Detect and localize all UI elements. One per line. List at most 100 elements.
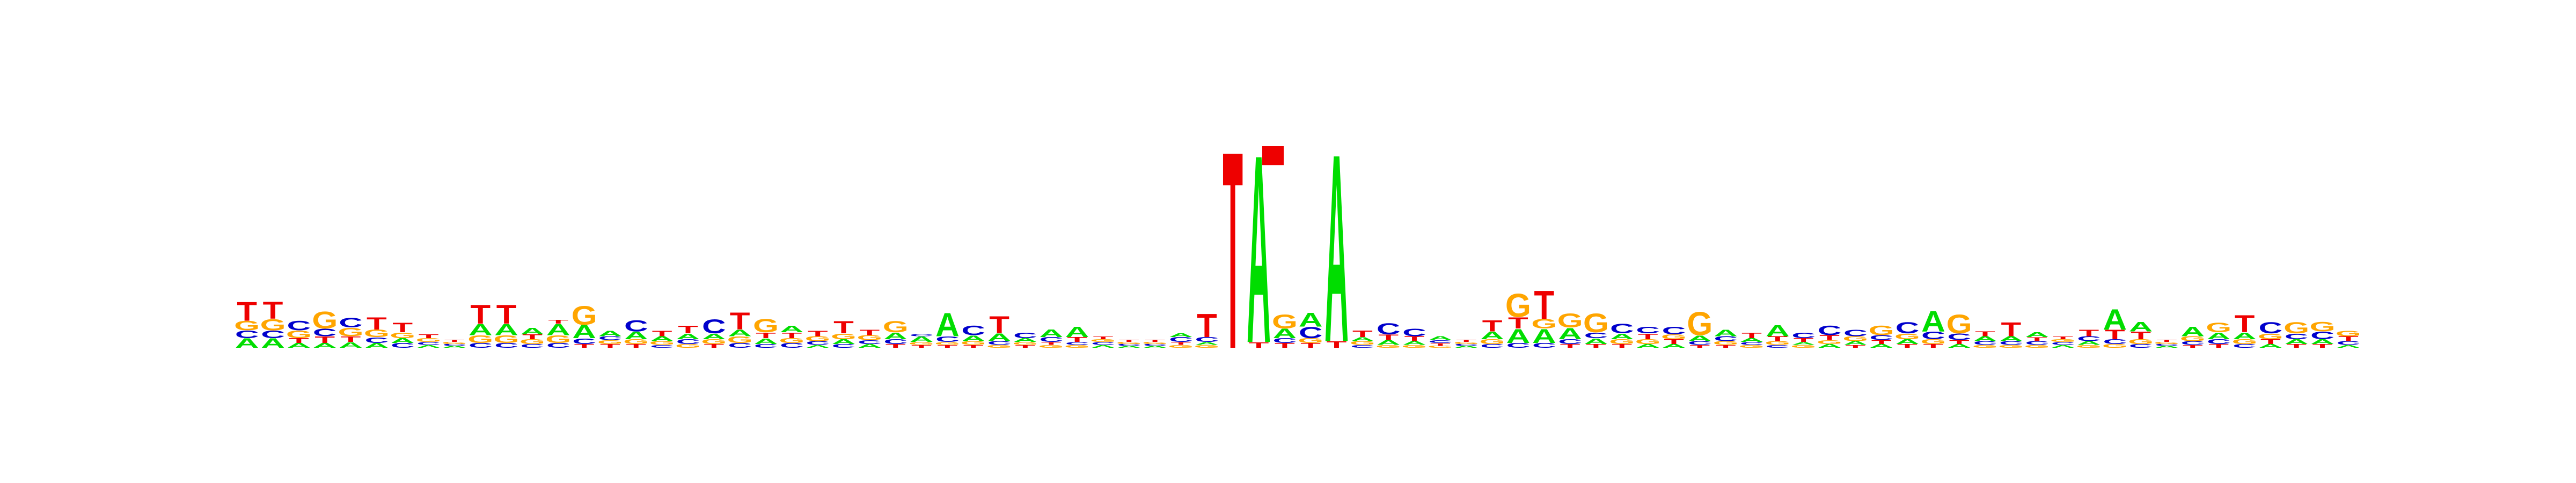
logo-letter-a: A bbox=[235, 335, 259, 350]
logo-letter-c: C bbox=[598, 335, 623, 341]
logo-letter-t: T bbox=[1716, 344, 1736, 348]
logo-letter-t: T bbox=[911, 344, 932, 348]
logo-letter-g: G bbox=[2154, 341, 2179, 345]
logo-letter-g: G bbox=[260, 316, 286, 334]
logo-letter-g: G bbox=[1842, 335, 1868, 342]
logo-letter-t: T bbox=[574, 343, 595, 349]
logo-letter-g: G bbox=[1920, 338, 1946, 346]
logo-letter-a: A bbox=[2337, 344, 2361, 348]
logo-letter-c: C bbox=[469, 342, 493, 349]
logo-letter-g: G bbox=[1972, 344, 1998, 348]
logo-letter-a: A bbox=[1973, 335, 1997, 342]
logo-letter-a: A bbox=[1429, 335, 1453, 341]
logo-letter-t: T bbox=[1664, 338, 1684, 346]
logo-letter-t: T bbox=[1119, 340, 1139, 343]
logo-letter-c: C bbox=[1377, 320, 1401, 338]
logo-letter-a: A bbox=[1454, 346, 1479, 349]
logo-letter-c: C bbox=[676, 338, 700, 346]
logo-letter-a: A bbox=[1636, 343, 1660, 349]
logo-letter-t: T bbox=[2053, 335, 2073, 340]
logo-letter-c: C bbox=[1039, 336, 1063, 343]
logo-letter-a: A bbox=[572, 321, 596, 342]
logo-letter-c: C bbox=[1506, 342, 1531, 349]
logo-letter-c: C bbox=[2077, 335, 2101, 342]
logo-letter-c: C bbox=[1532, 342, 1556, 349]
logo-letter-c: C bbox=[1143, 343, 1167, 347]
logo-letter-a: A bbox=[546, 321, 570, 339]
logo-letter-g: G bbox=[1687, 305, 1713, 342]
logo-letter-c: C bbox=[2337, 340, 2361, 346]
logo-letter-g: G bbox=[675, 343, 701, 349]
logo-letter-t: T bbox=[1430, 342, 1451, 347]
logo-letter-t: T bbox=[652, 329, 672, 338]
logo-letter-t: T bbox=[2079, 328, 2099, 339]
logo-letter-t: T bbox=[963, 344, 984, 348]
logo-letter-t: T bbox=[1923, 343, 1943, 349]
logo-letter-a: A bbox=[443, 346, 467, 349]
logo-letter-a: A bbox=[624, 330, 648, 342]
logo-letter-t: T bbox=[885, 343, 906, 349]
logo-letter-t: T bbox=[1767, 335, 1788, 342]
logo-letter-a: A bbox=[2155, 346, 2179, 349]
logo-letter-t: T bbox=[367, 314, 387, 333]
logo-letter-t: T bbox=[2027, 336, 2047, 342]
logo-letter-t: T bbox=[1508, 314, 1528, 332]
logo-letter-g: G bbox=[1298, 337, 1323, 345]
logo-letter-g: G bbox=[2050, 339, 2076, 343]
logo-letter-a: A bbox=[1999, 335, 2023, 342]
logo-letter-c: C bbox=[1065, 341, 1089, 346]
logo-letter-g: G bbox=[1791, 344, 1817, 348]
logo-letter-g: G bbox=[1869, 323, 1894, 338]
logo-letter-g: G bbox=[1531, 316, 1557, 331]
logo-letter-t: T bbox=[1041, 341, 1062, 346]
logo-letter-g: G bbox=[1116, 341, 1142, 345]
logo-letter-g: G bbox=[857, 334, 882, 342]
logo-letter-g: G bbox=[597, 339, 623, 345]
logo-letter-a: A bbox=[702, 332, 726, 341]
logo-letter-g: G bbox=[2024, 344, 2050, 348]
logo-letter-a: A bbox=[261, 335, 285, 350]
logo-letter-c: C bbox=[2051, 341, 2075, 346]
logo-letter-a: A bbox=[2259, 343, 2283, 349]
logo-letter-g: G bbox=[286, 328, 312, 341]
logo-letter-a: A bbox=[2233, 331, 2257, 341]
logo-letter-t: T bbox=[1975, 330, 1995, 338]
logo-letter-t: T bbox=[860, 328, 880, 337]
logo-letter-t: T bbox=[1794, 337, 1814, 343]
logo-letter-t: T bbox=[470, 299, 491, 330]
logo-letter-a: A bbox=[1896, 338, 1920, 346]
logo-letter-a: A bbox=[2129, 319, 2153, 334]
logo-letter-t: T bbox=[1560, 343, 1580, 349]
stop-codon-cap-marker bbox=[1262, 146, 1284, 165]
logo-letter-t: T bbox=[704, 343, 724, 349]
logo-letter-g: G bbox=[1817, 339, 1842, 345]
logo-letter-a: A bbox=[1091, 344, 1115, 348]
logo-letter-a: A bbox=[1377, 339, 1401, 347]
logo-letter-a: A bbox=[1402, 340, 1426, 346]
logo-letter-g: G bbox=[2309, 319, 2335, 334]
logo-letter-c: C bbox=[2129, 343, 2153, 349]
logo-letter-g: G bbox=[2180, 335, 2206, 342]
logo-column: T bbox=[1223, 94, 1243, 408]
logo-letter-c: C bbox=[2103, 338, 2127, 346]
logo-letter-g: G bbox=[467, 333, 493, 346]
